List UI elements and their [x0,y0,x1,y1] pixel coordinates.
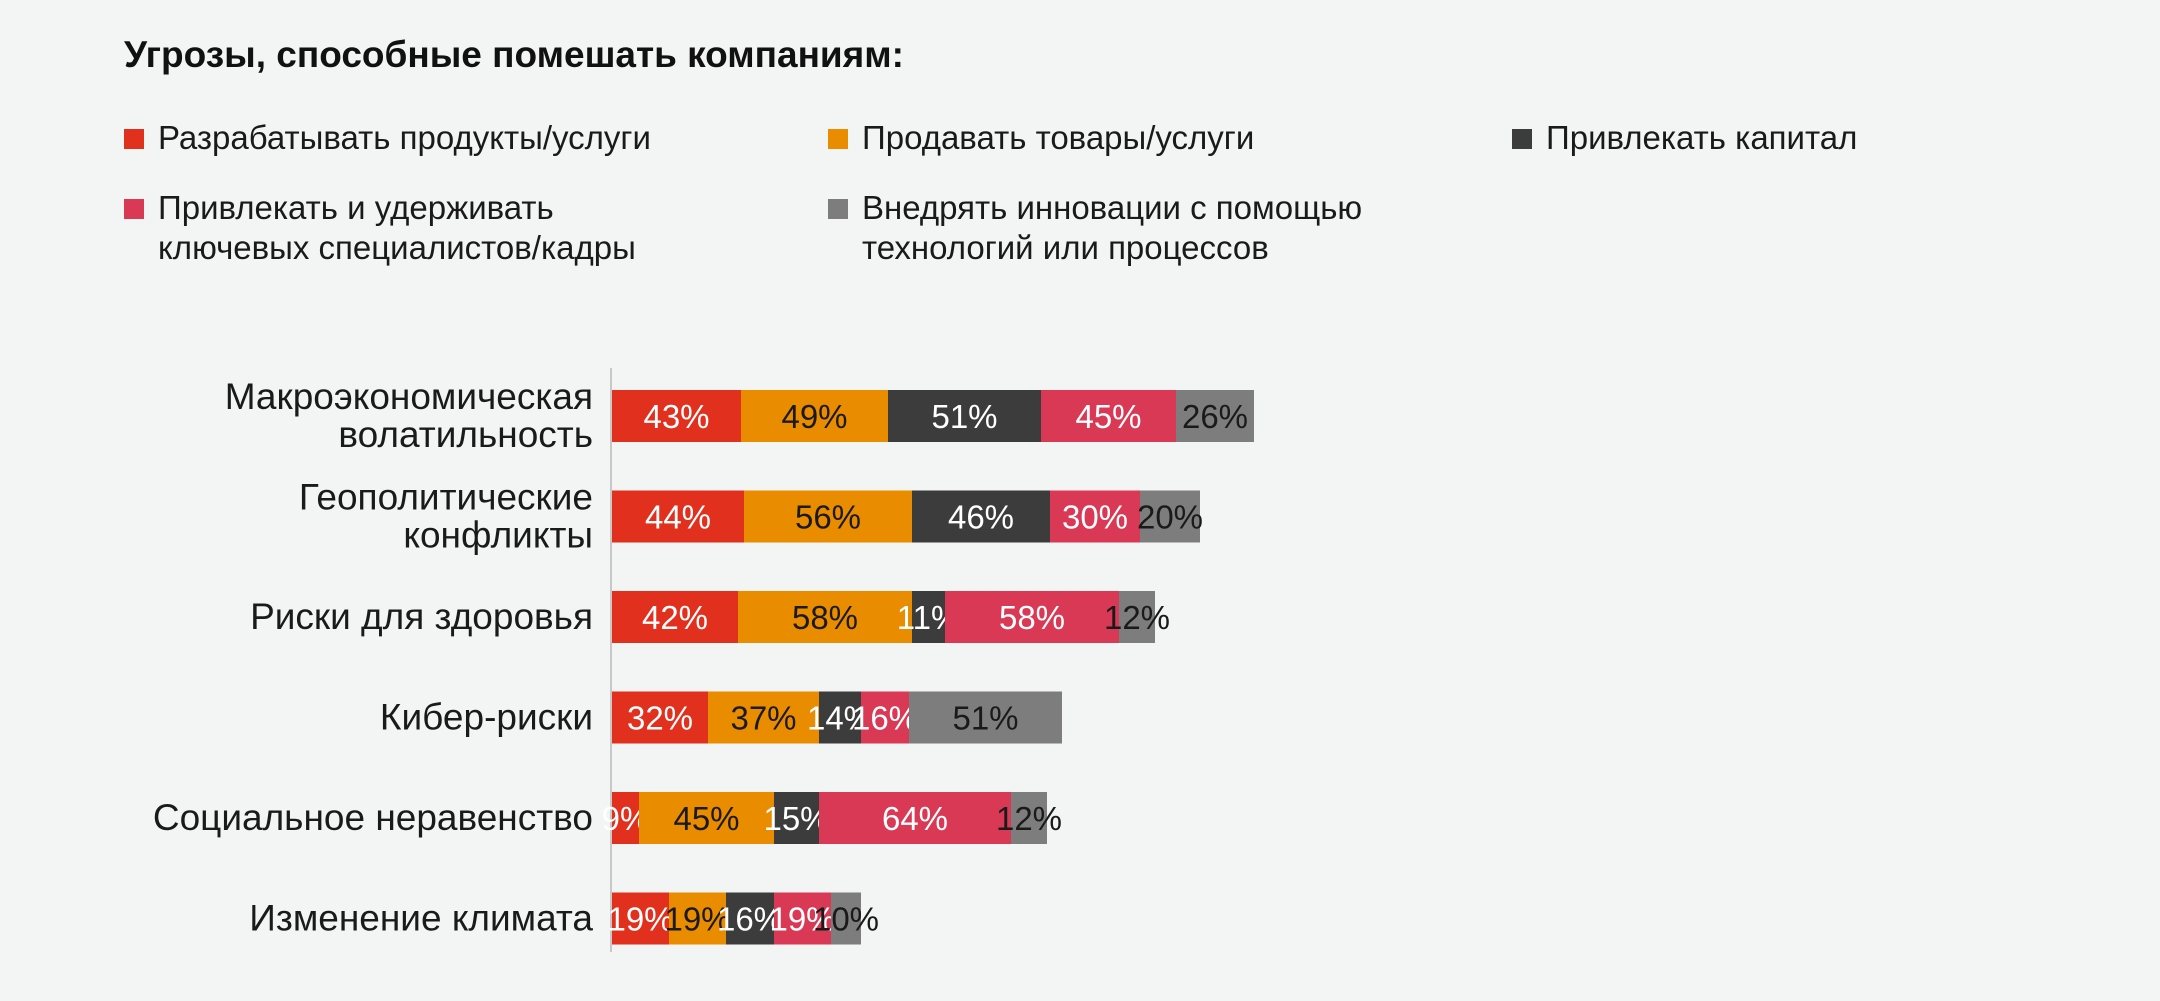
category-label: Риски для здоровья [250,596,593,637]
legend-item-retain-talent: Привлекать и удерживать ключевых специал… [124,188,636,268]
bar-segment [945,591,1119,643]
bar-value-label: 45% [1075,398,1141,435]
bar-value-label: 49% [781,398,847,435]
category-label: Макроэкономическая волатильность [225,376,593,455]
legend-label: Продавать товары/услуги [862,119,1255,156]
legend-swatch [124,199,144,219]
bar-segment [738,591,912,643]
category-label: Изменение климата [249,898,593,939]
legend-swatch [124,129,144,149]
bar-value-label: 16% [717,901,783,938]
legend-label: Разрабатывать продукты/услуги [158,119,651,156]
bar-segment [819,792,1011,844]
bar-segment [912,591,945,643]
bar-value-label: 19% [664,901,730,938]
bar-value-label: 16% [852,700,918,737]
legend-label: Привлекать капитал [1546,119,1858,156]
bar-value-label: 15% [763,800,829,837]
bar-segment [861,691,909,744]
bar-value-label: 51% [931,398,997,435]
bar-segment [912,490,1050,543]
bar-segment [708,691,819,744]
legend-item-develop-products: Разрабатывать продукты/услуги [124,118,651,158]
legend-item-sell-goods: Продавать товары/услуги [828,118,1254,158]
bar-segment [774,892,831,945]
bar-segment [612,892,669,945]
bar-value-label: 30% [1062,499,1128,536]
bar-segment [1119,591,1155,643]
bar-value-label: 43% [643,398,709,435]
bar-segment [1041,390,1176,442]
category-label: Геополитические конфликты [299,477,593,556]
bar-segment [741,390,888,442]
bar-segment [669,892,726,945]
bar-value-label: 44% [645,499,711,536]
legend: Разрабатывать продукты/услуги Продавать … [0,0,2160,300]
legend-label: Внедрять инновации с помощью технологий … [862,189,1363,266]
bar-segment [612,490,744,543]
bar-value-label: 12% [996,800,1062,837]
bar-segment [744,490,912,543]
bar-value-label: 12% [1104,599,1170,636]
bar-segment [1050,490,1140,543]
bar-segment [819,691,861,744]
bar-value-label: 58% [999,599,1065,636]
category-label: Кибер-риски [380,697,593,738]
bar-value-label: 56% [795,499,861,536]
bar-segment [774,792,819,844]
bar-segment [1140,490,1200,543]
legend-swatch [828,199,848,219]
legend-swatch [828,129,848,149]
bar-segment [888,390,1041,442]
bar-segment [1011,792,1047,844]
bar-segment [612,691,708,744]
bar-segment [612,792,639,844]
category-label: Социальное неравенство [153,797,593,838]
bar-value-label: 51% [952,700,1018,737]
bar-value-label: 45% [673,800,739,837]
bar-value-label: 19% [769,901,835,938]
bar-value-label: 26% [1182,398,1248,435]
bar-segment [639,792,774,844]
bar-segment [909,691,1062,744]
bar-segment [831,892,861,945]
bar-value-label: 64% [882,800,948,837]
legend-swatch [1512,129,1532,149]
legend-label: Привлекать и удерживать ключевых специал… [158,189,636,266]
bar-value-label: 10% [813,901,879,938]
bar-segment [726,892,774,945]
bar-value-label: 20% [1137,499,1203,536]
legend-item-raise-capital: Привлекать капитал [1512,118,1857,158]
bar-value-label: 19% [607,901,673,938]
bar-value-label: 42% [642,599,708,636]
bar-segment [612,390,741,442]
legend-item-innovate: Внедрять инновации с помощью технологий … [828,188,1362,268]
bar-segment [612,591,738,643]
bar-value-label: 32% [627,700,693,737]
bar-value-label: 46% [948,499,1014,536]
chart-title: Угрозы, способные помешать компаниям: [124,34,904,75]
bar-segment [1176,390,1254,442]
bar-value-label: 37% [730,700,796,737]
bar-value-label: 58% [792,599,858,636]
